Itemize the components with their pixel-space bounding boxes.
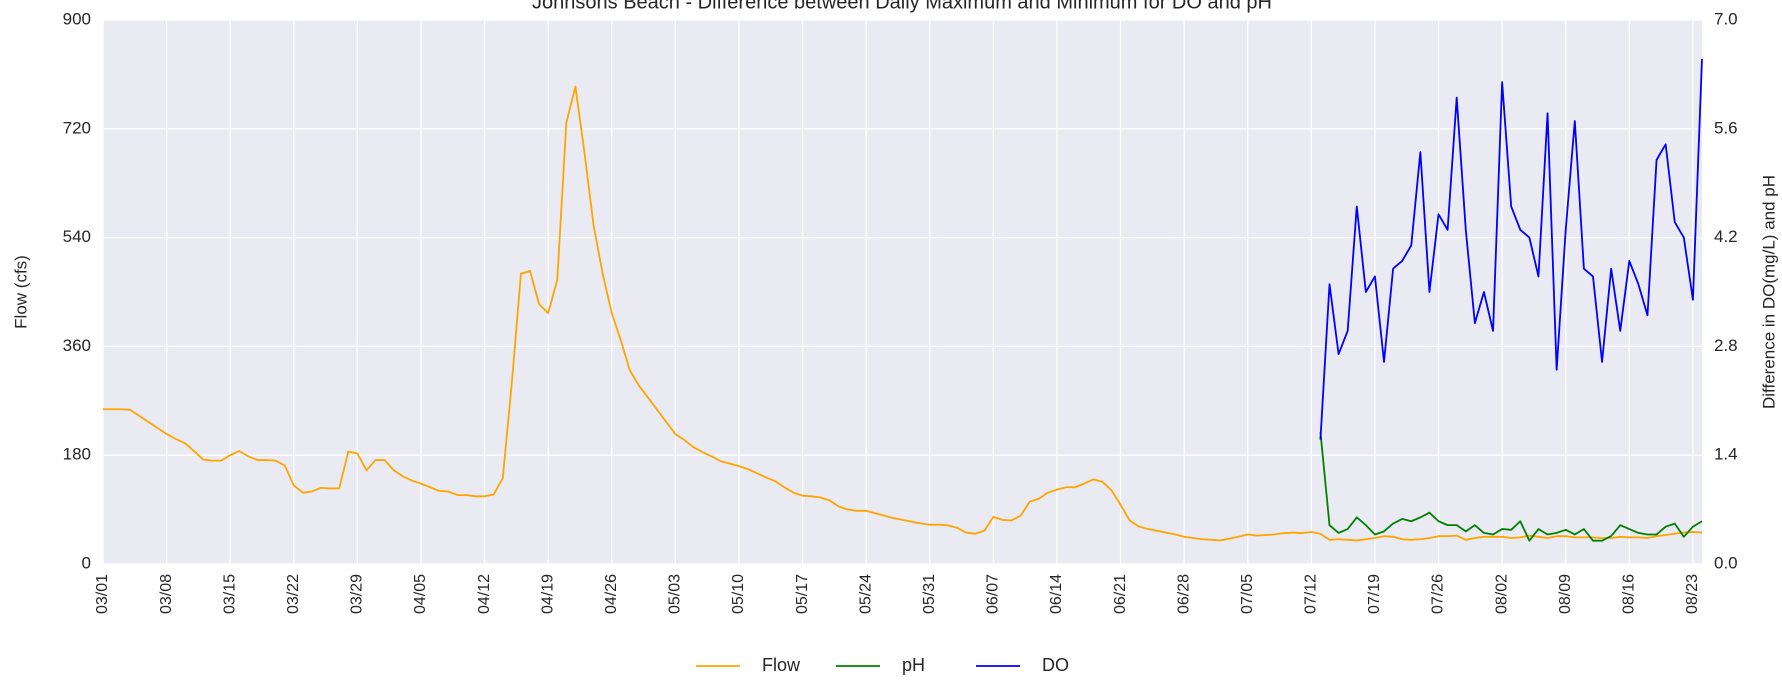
x-tick-label: 07/12 [1303,574,1320,614]
chart-title: Johnsons Beach - Difference between Dail… [532,0,1272,13]
x-tick-label: 08/23 [1684,574,1701,614]
y-tick-label: 900 [63,9,91,28]
x-tick-label: 03/15 [221,574,238,614]
x-tick-label: 05/03 [667,574,684,614]
x-tick-label: 04/19 [539,574,556,614]
x-tick-label: 04/12 [476,574,493,614]
x-tick-label: 05/17 [794,574,811,614]
x-tick-label: 05/24 [857,574,874,614]
x-tick-label: 04/26 [603,574,620,614]
x-tick-label: 08/16 [1621,574,1638,614]
y-tick-label: 720 [63,118,91,137]
x-tick-label: 08/02 [1493,574,1510,614]
x-tick-label: 05/31 [921,574,938,614]
x-tick-label: 06/14 [1048,574,1065,614]
legend-label: pH [902,655,925,675]
x-tick-label: 06/21 [1112,574,1129,614]
x-tick-label: 06/28 [1175,574,1192,614]
y-tick-label: 360 [63,336,91,355]
x-tick-label: 03/22 [285,574,302,614]
y-tick-label: 0 [82,553,91,572]
x-tick-label: 04/05 [412,574,429,614]
x-tick-label: 05/10 [730,574,747,614]
x-tick-label: 07/05 [1239,574,1256,614]
legend-label: DO [1042,655,1069,675]
y2-tick-label: 5.6 [1714,118,1738,137]
x-tick-label: 03/08 [158,574,175,614]
x-tick-label: 07/26 [1430,574,1447,614]
y2-tick-label: 1.4 [1714,445,1738,464]
y2-tick-label: 2.8 [1714,336,1738,355]
legend-label: Flow [762,655,801,675]
x-tick-label: 03/29 [349,574,366,614]
plot-area [103,20,1702,564]
y-tick-label: 540 [63,227,91,246]
x-tick-label: 07/19 [1366,574,1383,614]
y-axis-label: Flow (cfs) [11,255,30,329]
y2-tick-label: 0.0 [1714,553,1738,572]
series-line [1319,431,1703,542]
y2-tick-label: 7.0 [1714,9,1738,28]
series-line [103,85,1703,542]
x-tick-label: 08/09 [1557,574,1574,614]
y2-tick-label: 4.2 [1714,227,1738,246]
series-line [1319,58,1703,440]
y-tick-label: 180 [63,445,91,464]
x-tick-label: 03/01 [94,574,111,614]
x-tick-label: 06/07 [985,574,1002,614]
y2-axis-label: Difference in DO(mg/L) and pH [1759,175,1778,409]
